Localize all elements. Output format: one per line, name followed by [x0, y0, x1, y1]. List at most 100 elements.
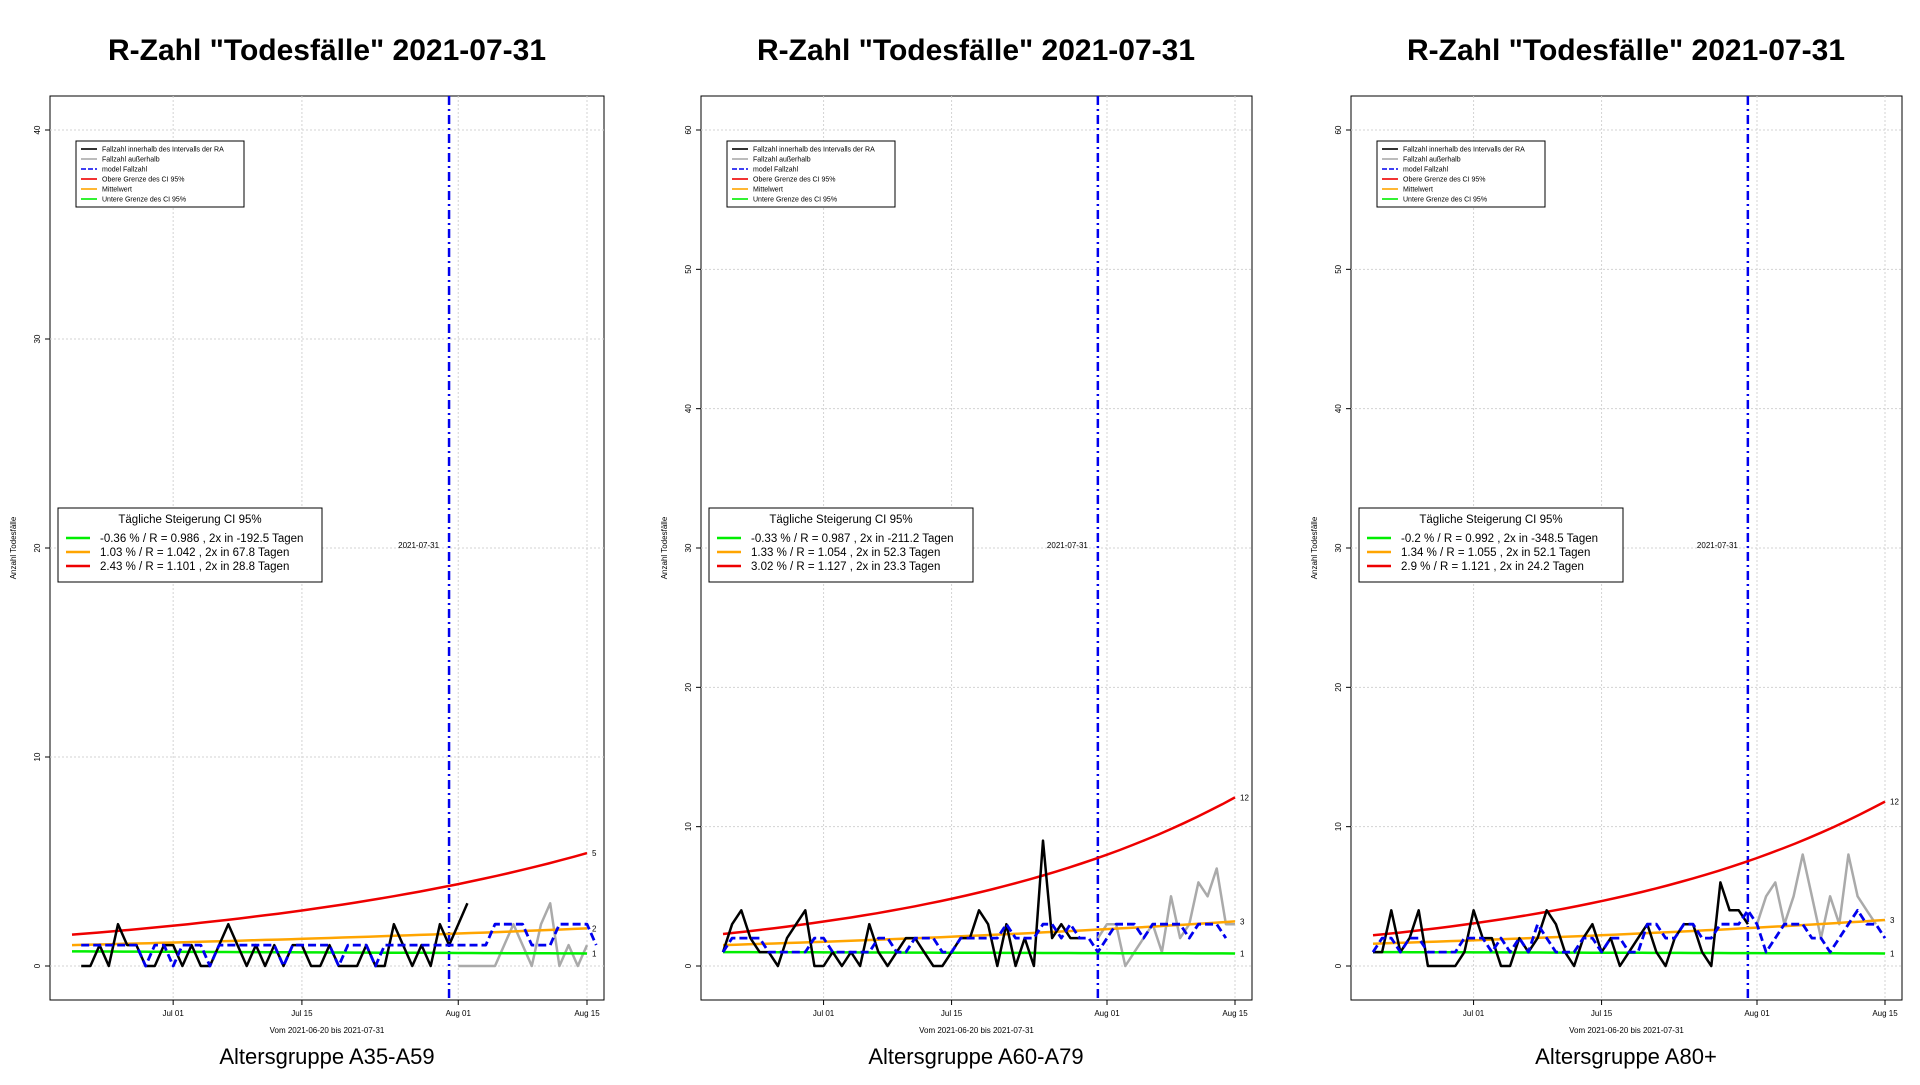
y-tick-label: 60: [684, 125, 693, 134]
x-tick-label: Jul 01: [1463, 1009, 1485, 1018]
y-tick-label: 40: [1334, 404, 1343, 413]
legend-box: [1376, 140, 1546, 208]
y-tick-label: 30: [33, 334, 42, 343]
y-tick-label: 50: [1334, 264, 1343, 273]
y-tick-label: 30: [1334, 543, 1343, 552]
series-model: [81, 922, 598, 968]
x-tick-label: Aug 15: [1872, 1009, 1898, 1018]
legend-label: Fallzahl innerhalb des Intervalls der RA: [753, 147, 875, 154]
ci-legend-box: [57, 507, 323, 583]
legend-label: Fallzahl außerhalb: [102, 157, 160, 164]
x-tick-label: Aug 15: [1222, 1009, 1248, 1018]
series-end-label: 5: [592, 849, 597, 858]
ci-legend-title: Tägliche Steigerung CI 95%: [1419, 514, 1562, 526]
legend-label: Mittelwert: [1403, 187, 1433, 194]
series-inside: [1373, 881, 1749, 968]
series-outside: [1755, 853, 1877, 940]
legend-label: Fallzahl außerhalb: [753, 157, 811, 164]
y-tick-label: 10: [684, 822, 693, 831]
legend-label: Obere Grenze des CI 95%: [1403, 177, 1486, 184]
y-tick-label: 20: [33, 543, 42, 552]
legend-box: [726, 140, 896, 208]
series-end-label: 2: [592, 924, 597, 933]
legend-label: Obere Grenze des CI 95%: [753, 177, 836, 184]
series-end-label: 1: [1890, 949, 1895, 958]
y-tick-label: 0: [33, 963, 42, 968]
series-end-label: 3: [1240, 917, 1245, 926]
legend-label: model Fallzahl: [102, 167, 148, 174]
series-end-label: 12: [1890, 798, 1899, 807]
chart-title: R-Zahl "Todesfälle" 2021-07-31: [1407, 34, 1845, 67]
ci-legend-label: -0.36 % / R = 0.986 , 2x in -192.5 Tagen: [100, 533, 303, 545]
series-outside: [458, 902, 589, 968]
chart-title: R-Zahl "Todesfälle" 2021-07-31: [757, 34, 1195, 67]
x-tick-label: Jul 15: [1591, 1009, 1613, 1018]
y-tick-label: 40: [684, 404, 693, 413]
x-tick-label: Aug 01: [446, 1009, 472, 1018]
y-tick-label: 20: [684, 682, 693, 691]
date-marker-label: 2021-07-31: [1047, 541, 1088, 550]
legend-label: model Fallzahl: [1403, 167, 1449, 174]
date-marker-label: 2021-07-31: [1697, 541, 1738, 550]
chart-panel-2: R-Zahl "Todesfälle" 2021-07-31 Altersgrup…: [660, 34, 1253, 1069]
series-end-label: 3: [1890, 916, 1895, 925]
y-tick-label: 40: [33, 125, 42, 134]
legend-label: Mittelwert: [753, 187, 783, 194]
y-tick-label: 10: [1334, 822, 1343, 831]
x-tick-label: Jul 15: [291, 1009, 313, 1018]
x-tick-label: Jul 01: [813, 1009, 835, 1018]
series-lower: [72, 950, 588, 955]
x-axis-label: Vom 2021-06-20 bis 2021-07-31: [1569, 1026, 1684, 1035]
series-upper: [71, 851, 588, 936]
ci-legend-label: 1.34 % / R = 1.055 , 2x in 52.1 Tagen: [1401, 547, 1590, 559]
y-tick-label: 50: [684, 264, 693, 273]
y-axis-label: Anzahl Todesfälle: [660, 516, 669, 579]
series-upper: [1372, 800, 1886, 937]
ci-legend-label: 2.43 % / R = 1.101 , 2x in 28.8 Tagen: [100, 561, 289, 573]
series-end-label: 1: [1240, 949, 1245, 958]
chart-subtitle: Altersgruppe A35-A59: [219, 1044, 434, 1069]
legend-label: model Fallzahl: [753, 167, 799, 174]
ci-legend-box: [708, 507, 974, 583]
ci-legend-label: -0.33 % / R = 0.987 , 2x in -211.2 Tagen: [751, 533, 954, 545]
y-tick-label: 60: [1334, 125, 1343, 134]
series-lower: [723, 950, 1236, 955]
ci-legend-title: Tägliche Steigerung CI 95%: [769, 514, 912, 526]
x-tick-label: Jul 15: [941, 1009, 963, 1018]
chart-subtitle: Altersgruppe A60-A79: [868, 1044, 1083, 1069]
ci-legend-label: 3.02 % / R = 1.127 , 2x in 23.3 Tagen: [751, 561, 940, 573]
chart-title: R-Zahl "Todesfälle" 2021-07-31: [108, 34, 546, 67]
y-tick-label: 30: [684, 543, 693, 552]
chart-panel-3: R-Zahl "Todesfälle" 2021-07-31 Altersgrup…: [1310, 34, 1903, 1069]
y-axis-label: Anzahl Todesfälle: [9, 516, 18, 579]
y-axis-label: Anzahl Todesfälle: [1310, 516, 1319, 579]
y-tick-label: 0: [1334, 963, 1343, 968]
series-mean: [1372, 918, 1886, 945]
legend-box: [75, 140, 245, 208]
series-model: [721, 922, 1228, 954]
legend-label: Fallzahl innerhalb des Intervalls der RA: [1403, 147, 1525, 154]
date-marker-label: 2021-07-31: [398, 541, 439, 550]
ci-legend-label: -0.2 % / R = 0.992 , 2x in -348.5 Tagen: [1401, 533, 1598, 545]
legend-label: Untere Grenze des CI 95%: [1403, 197, 1487, 204]
ci-legend-box: [1358, 507, 1624, 583]
legend-label: Untere Grenze des CI 95%: [753, 197, 837, 204]
series-end-label: 1: [592, 949, 597, 958]
series-end-label: 12: [1240, 793, 1249, 802]
ci-legend-label: 1.03 % / R = 1.042 , 2x in 67.8 Tagen: [100, 547, 289, 559]
legend-label: Fallzahl außerhalb: [1403, 157, 1461, 164]
x-tick-label: Aug 01: [1094, 1009, 1120, 1018]
series-mean: [71, 927, 588, 947]
legend-label: Fallzahl innerhalb des Intervalls der RA: [102, 147, 224, 154]
legend-label: Mittelwert: [102, 187, 132, 194]
ci-legend-title: Tägliche Steigerung CI 95%: [118, 514, 261, 526]
series-model: [1371, 908, 1887, 954]
chart-panel-1: R-Zahl "Todesfälle" 2021-07-31 Altersgrup…: [9, 34, 605, 1069]
x-tick-label: Aug 15: [574, 1009, 600, 1018]
y-tick-label: 20: [1334, 682, 1343, 691]
legend-label: Obere Grenze des CI 95%: [102, 177, 185, 184]
ci-legend-label: 1.33 % / R = 1.054 , 2x in 52.3 Tagen: [751, 547, 940, 559]
x-axis-label: Vom 2021-06-20 bis 2021-07-31: [919, 1026, 1034, 1035]
